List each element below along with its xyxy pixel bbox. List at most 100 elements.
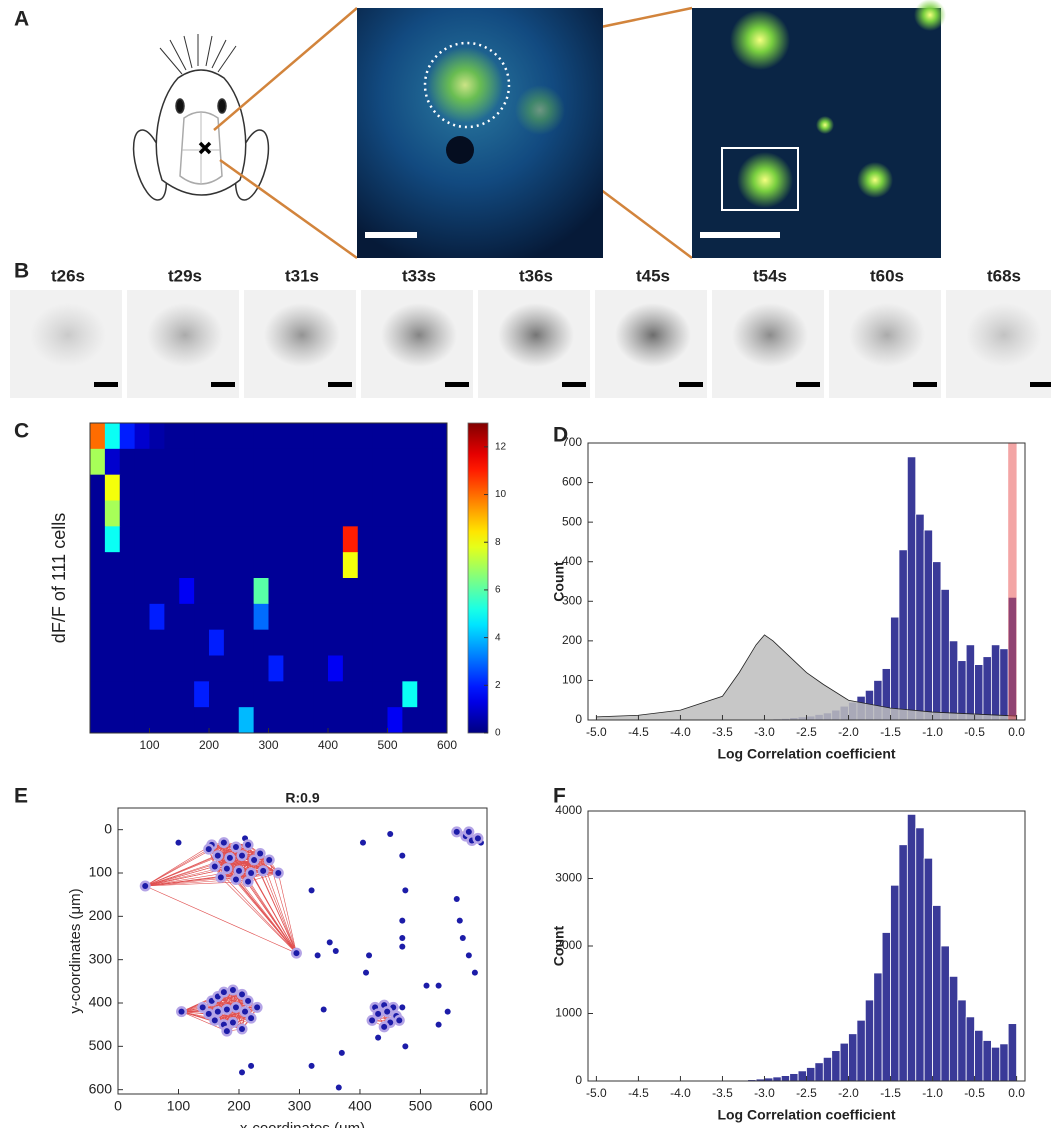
heat-cell (134, 423, 150, 450)
heat-cell (104, 526, 121, 553)
x-tick-label: -2.0 (838, 725, 859, 739)
bar (923, 857, 933, 1082)
heat-cell (194, 474, 210, 501)
point (223, 1028, 230, 1035)
heat-cell (134, 681, 150, 708)
bar (898, 549, 908, 721)
heat-cell (179, 526, 195, 553)
bar (789, 1073, 799, 1082)
timepoint-label: t60s (870, 266, 904, 285)
point (235, 867, 242, 874)
frame-signal (264, 303, 340, 367)
heat-cell (268, 681, 284, 708)
heat-cell (104, 552, 121, 579)
heat-cell (119, 578, 136, 605)
point (359, 839, 366, 846)
heat-cell (387, 526, 403, 553)
bar (898, 844, 908, 1082)
y-tick-label: 0 (104, 820, 112, 836)
heat-cell (402, 578, 418, 605)
bar (965, 1016, 975, 1082)
heat-cell (402, 526, 418, 553)
edge (278, 872, 297, 954)
point (142, 883, 149, 889)
heat-cell (238, 526, 255, 553)
heat-cell (238, 448, 255, 476)
heat-cell (134, 578, 150, 605)
bar (915, 513, 925, 721)
density-area (596, 634, 1017, 721)
timepoint-label: t26s (51, 266, 85, 285)
heat-cell (402, 681, 418, 708)
colorbar-tick-label: 10 (495, 489, 507, 500)
edge (262, 870, 297, 954)
bar (940, 945, 950, 1082)
heat-cell (328, 655, 344, 682)
heat-cell (402, 474, 418, 501)
heat-cell (357, 500, 374, 527)
heat-cell (298, 552, 314, 579)
heat-cell (328, 707, 344, 734)
point (205, 846, 212, 853)
frame-signal (732, 303, 808, 367)
heat-cell (298, 526, 314, 553)
heat-cell (283, 500, 299, 527)
heat-cell (417, 448, 433, 476)
scale-bar (796, 382, 820, 387)
heat-cell (402, 655, 418, 682)
heat-cell (432, 423, 448, 450)
heat-cell (313, 578, 329, 605)
heat-cell (328, 474, 344, 501)
edge (145, 855, 218, 887)
heat-cell (90, 552, 106, 579)
heat-cell (179, 655, 195, 682)
heat-cell (194, 681, 210, 708)
x-tick-label: 100 (167, 1098, 191, 1114)
x-tick-label: -4.5 (628, 1086, 649, 1100)
heat-cell (194, 526, 210, 553)
heat-cell (194, 423, 210, 450)
heat-cell (402, 707, 418, 734)
point (223, 1006, 230, 1013)
heat-cell (432, 448, 448, 476)
x-tick-label: -5.0 (586, 725, 607, 739)
heat-cell (342, 707, 359, 734)
heat-cell (313, 552, 329, 579)
y-tick-label: 200 (562, 633, 582, 647)
point (266, 857, 273, 863)
point (399, 1004, 406, 1011)
x-tick-label: 500 (377, 738, 397, 752)
x-tick-label: 500 (409, 1098, 433, 1114)
point (338, 1049, 345, 1056)
bar (848, 1033, 858, 1082)
y-axis-label: Count (551, 561, 567, 602)
heat-cell (283, 448, 299, 476)
frame-signal (30, 303, 106, 367)
point (232, 844, 239, 850)
colorbar-tick-label: 12 (495, 441, 507, 452)
x-tick-label: 300 (288, 1098, 312, 1114)
point (239, 991, 246, 998)
point (423, 982, 430, 989)
heat-cell (223, 707, 240, 734)
heat-cell (283, 655, 299, 682)
heat-cell (417, 423, 433, 450)
heat-cell (268, 500, 284, 527)
heat-cell (298, 603, 314, 631)
edge (145, 866, 215, 887)
heat-cell (90, 707, 106, 734)
heat-cell (268, 707, 284, 734)
heat-cell (90, 603, 106, 631)
heat-cell (223, 552, 240, 579)
heat-cell (298, 474, 314, 501)
heat-cell (298, 629, 314, 656)
x-axis-label: x-coordinates (μm) (240, 1120, 365, 1128)
heat-cell (194, 578, 210, 605)
heat-cell (432, 500, 448, 527)
y-axis-label: Count (551, 925, 567, 966)
y-tick-label: 600 (89, 1080, 113, 1096)
heat-cell (134, 474, 150, 501)
colorbar-tick-label: 6 (495, 585, 501, 596)
heat-cell (417, 578, 433, 605)
heat-cell (357, 474, 374, 501)
